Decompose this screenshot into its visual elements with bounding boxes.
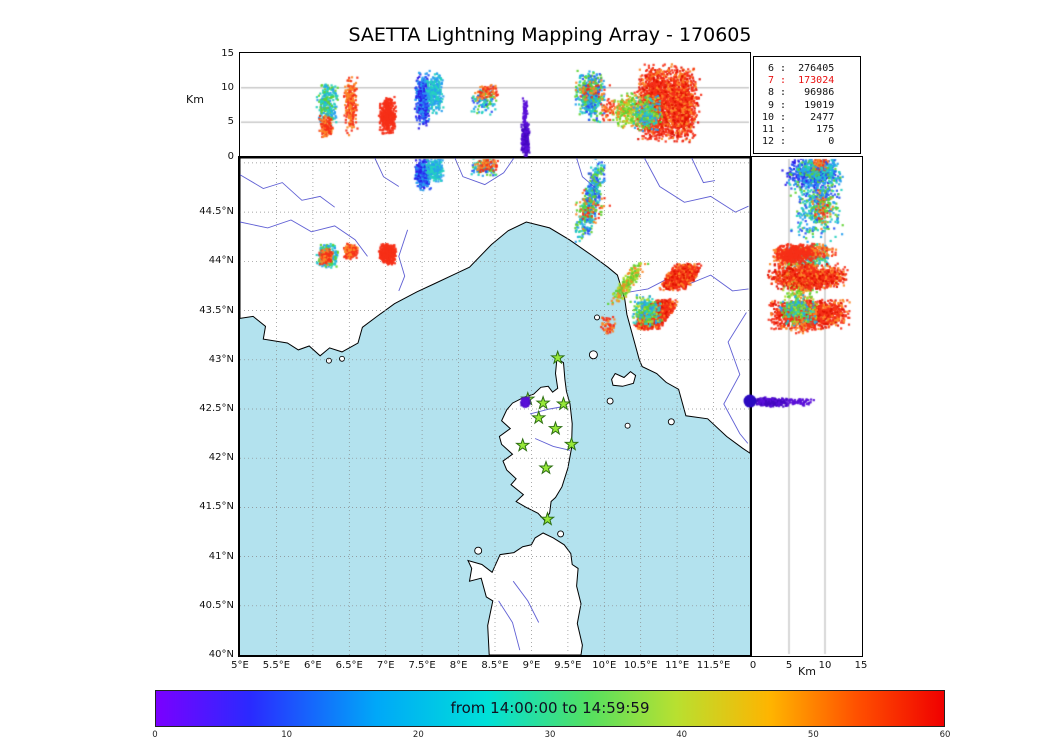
lat-axis-tick: 42°N: [208, 452, 234, 464]
station-count-row: 6 : 276405: [762, 63, 835, 74]
colorbar-tick: 40: [676, 730, 688, 740]
colorbar-tick: 10: [281, 730, 293, 740]
altitude-axis-tick-right: 15: [854, 660, 868, 671]
islet: [474, 546, 483, 555]
islet: [557, 530, 565, 538]
islet: [594, 314, 600, 321]
lat-axis-tick: 44°N: [208, 255, 234, 267]
altitude-axis-tick-right: 5: [785, 660, 793, 671]
station-count-row: 11 : 175: [762, 124, 835, 136]
station-source-counts-box: 6 : 276405 7 : 173024 8 : 96986 9 : 1901…: [753, 56, 861, 154]
lat-axis-tick: 42.5°N: [199, 402, 234, 414]
islet: [325, 357, 332, 364]
lon-axis-tick: 11.5°E: [696, 660, 731, 671]
lat-axis-tick: 43.5°N: [199, 304, 234, 316]
colorbar-time-label: from 14:00:00 to 14:59:59: [450, 699, 650, 717]
altitude-axis-tick-top: 15: [221, 47, 234, 59]
altitude-axis-tick-top: 5: [227, 116, 234, 128]
lat-axis-tick: 43°N: [208, 353, 234, 365]
altitude-axis-tick-top: 0: [227, 150, 234, 162]
colorbar-tick: 50: [807, 730, 819, 740]
altitude-axis-tick-top: 10: [221, 81, 234, 93]
lat-axis-tick: 44.5°N: [199, 206, 234, 218]
altitude-axis-tick-right: 10: [818, 660, 832, 671]
altitude-axis-tick-right: 0: [749, 660, 757, 671]
station-count-row: 9 : 19019: [762, 99, 835, 111]
lat-axis-tick: 40.5°N: [199, 599, 234, 611]
lat-axis-tick: 41°N: [208, 550, 234, 562]
station-count-row: 7 : 173024: [762, 75, 835, 87]
lat-axis-tick: 40°N: [208, 649, 234, 660]
station-count-row: 10 : 2477: [762, 111, 835, 123]
altitude-vs-longitude-panel: [239, 52, 751, 158]
lat-axis-tick: 41.5°N: [199, 501, 234, 513]
islet: [667, 418, 675, 426]
colorbar-tick: 30: [544, 730, 556, 740]
map-canvas: [240, 158, 750, 655]
time-colorbar: from 14:00:00 to 14:59:59: [155, 690, 945, 727]
islet: [624, 422, 631, 429]
station-count-row: 8 : 96986: [762, 87, 835, 99]
colorbar-tick: 0: [152, 730, 158, 740]
altitude-axis-label-top: Km: [186, 93, 204, 106]
colorbar-tick: 20: [412, 730, 424, 740]
station-count-row: 12 : 0: [762, 136, 835, 148]
map-panel: [238, 156, 752, 657]
altitude-vs-latitude-panel: [751, 156, 863, 657]
islet: [588, 350, 598, 360]
islet: [339, 355, 345, 362]
colorbar-tick: 60: [939, 730, 951, 740]
islet: [606, 397, 614, 405]
page-title: SAETTA Lightning Mapping Array - 170605: [348, 24, 752, 46]
